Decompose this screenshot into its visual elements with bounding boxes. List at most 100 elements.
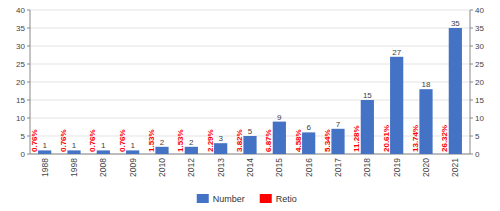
bar (126, 150, 139, 154)
tick-mark (27, 154, 30, 155)
legend: Number Retio (197, 194, 297, 204)
category-label: 2018 (362, 158, 372, 177)
tick-mark (470, 10, 473, 11)
y2-axis: 0 5 10 15 20 25 30 35 40 (470, 6, 484, 159)
tick-mark (27, 118, 30, 119)
data-label: 1 (101, 141, 106, 150)
tick-mark (470, 154, 473, 155)
tick-mark (470, 46, 473, 47)
bar (155, 147, 168, 154)
tick-mark (27, 100, 30, 101)
tick-label: 25 (16, 60, 25, 69)
tick-label: 40 (16, 6, 25, 15)
bar (67, 150, 80, 154)
tick-label: 5 (21, 132, 26, 141)
category-label: 2009 (128, 158, 138, 177)
tick-label: 35 (475, 24, 484, 33)
category-label: 2008 (98, 158, 108, 177)
legend-label: Number (213, 194, 245, 204)
tick-mark (27, 82, 30, 83)
bar (185, 147, 198, 154)
tick-label: 25 (475, 60, 484, 69)
category-label: 2012 (186, 158, 196, 177)
data-label: 2 (189, 138, 194, 147)
grid-line (30, 82, 470, 83)
ratio-label: 2.29% (206, 129, 215, 152)
tick-label: 15 (16, 96, 25, 105)
tick-label: 20 (16, 78, 25, 87)
bar (273, 122, 286, 154)
tick-mark (470, 136, 473, 137)
tick-label: 10 (16, 114, 25, 123)
bar (214, 143, 227, 154)
grid-line (30, 46, 470, 47)
data-labels: 11112235967152718350.76%0.76%0.76%0.76%1… (30, 19, 461, 152)
ratio-label: 20.61% (382, 125, 391, 152)
tick-label: 30 (16, 42, 25, 51)
ratio-label: 4.58% (294, 129, 303, 152)
ratio-label: 0.76% (59, 129, 68, 152)
grid-line (30, 118, 470, 119)
data-label: 1 (72, 141, 77, 150)
legend-swatch (197, 194, 209, 203)
ratio-label: 6.87% (264, 129, 273, 152)
legend-swatch (260, 194, 272, 203)
ratio-label: 0.76% (118, 129, 127, 152)
tick-label: 0 (475, 150, 480, 159)
category-label: 2014 (245, 158, 255, 177)
ratio-label: 11.28% (352, 125, 361, 152)
grid-line (30, 28, 470, 29)
tick-mark (27, 28, 30, 29)
x-axis: 1988199820082009201020122013201420152016… (40, 158, 461, 177)
tick-label: 5 (475, 132, 480, 141)
category-label: 2015 (274, 158, 284, 177)
data-label: 7 (336, 120, 341, 129)
bar (449, 28, 462, 154)
bar (390, 57, 403, 154)
grid-line (30, 100, 470, 101)
tick-label: 40 (475, 6, 484, 15)
legend-label: Retio (276, 194, 297, 204)
category-label: 1988 (40, 158, 50, 177)
data-label: 18 (422, 80, 431, 89)
bar (331, 129, 344, 154)
category-label: 2021 (450, 158, 460, 177)
data-label: 35 (451, 19, 460, 28)
data-label: 1 (130, 141, 135, 150)
tick-label: 20 (475, 78, 484, 87)
tick-label: 15 (475, 96, 484, 105)
data-label: 27 (392, 48, 401, 57)
tick-label: 35 (16, 24, 25, 33)
data-label: 3 (218, 134, 223, 143)
category-label: 2010 (157, 158, 167, 177)
grid (30, 10, 470, 154)
category-label: 2020 (421, 158, 431, 177)
data-label: 2 (160, 138, 165, 147)
ratio-label: 1.53% (176, 129, 185, 152)
bar (243, 136, 256, 154)
bar (302, 132, 315, 154)
data-label: 6 (306, 123, 311, 132)
tick-label: 30 (475, 42, 484, 51)
bar (419, 89, 432, 154)
tick-mark (470, 28, 473, 29)
ratio-label: 3.82% (235, 129, 244, 152)
bar (38, 150, 51, 154)
ratio-label: 0.76% (30, 129, 39, 152)
grid-line (30, 10, 470, 11)
chart: 0 5 10 15 20 25 30 35 40 0 5 10 15 20 25 30 35 40 1988 1998… (0, 0, 500, 211)
tick-mark (27, 64, 30, 65)
category-label: 2017 (333, 158, 343, 177)
ratio-label: 5.34% (323, 129, 332, 152)
grid-line (30, 64, 470, 65)
ratio-label: 26.32% (440, 125, 449, 152)
tick-label: 0 (21, 150, 26, 159)
bars (38, 28, 462, 154)
tick-label: 10 (475, 114, 484, 123)
tick-mark (470, 82, 473, 83)
y-axis: 0 5 10 15 20 25 30 35 40 (16, 6, 30, 159)
tick-mark (470, 118, 473, 119)
category-label: 2019 (392, 158, 402, 177)
data-label: 1 (42, 141, 47, 150)
category-label: 1998 (69, 158, 79, 177)
